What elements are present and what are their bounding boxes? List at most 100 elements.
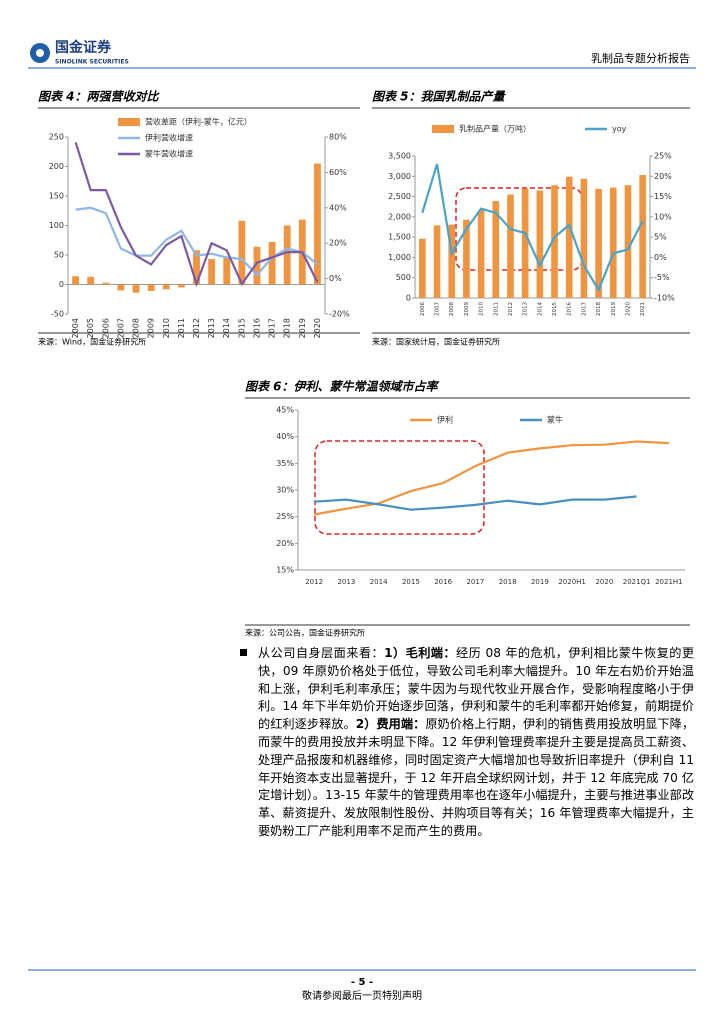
logo-text: 国金证券 (55, 39, 112, 56)
y-tick-label: 200 (49, 162, 64, 171)
logo-icon-inner (36, 49, 44, 57)
x-tick-label: 2009 (147, 318, 156, 338)
y-tick-label: 1,500 (388, 233, 411, 242)
y-tick-label: 3,500 (388, 152, 411, 161)
logo-subtext: SINOLINK SECURITIES (55, 59, 129, 66)
bar (102, 282, 110, 285)
y-tick-label: -50 (51, 310, 64, 319)
x-tick-label: 2019 (611, 302, 617, 316)
y2-tick-label: 60% (329, 168, 347, 177)
x-tick-label: 2017 (466, 578, 484, 586)
y-tick-label: 25% (276, 512, 294, 521)
x-tick-label: 2021Q1 (623, 578, 651, 586)
y-tick-label: 100 (49, 221, 64, 230)
y-tick-label: 1,000 (388, 253, 411, 262)
x-tick-label: 2014 (222, 318, 231, 338)
x-tick-label: 2009 (464, 302, 470, 316)
bar (551, 185, 558, 298)
y2-tick-label: 25% (654, 152, 672, 161)
x-tick-label: 2015 (552, 302, 558, 316)
x-tick-label: 2020 (625, 302, 631, 316)
y-tick-label: 20% (276, 539, 294, 548)
text-run: 经历 08 年的危机，伊利相比蒙牛恢复的更快，09 年原奶价格处于低位，导致公司… (258, 646, 695, 732)
y2-tick-label: -5% (654, 273, 670, 282)
y-tick-label: 40% (276, 432, 294, 441)
x-tick-label: 2017 (268, 318, 277, 338)
x-tick-label: 2020 (313, 318, 322, 338)
bar (177, 284, 185, 288)
bar (223, 257, 231, 285)
bar (463, 219, 470, 298)
figure-title: 图表 6：伊利、蒙牛常温领域市占率 (245, 380, 440, 394)
bar (433, 225, 441, 298)
y2-tick-label: 15% (654, 192, 672, 201)
x-tick-label: 2018 (283, 318, 292, 338)
x-tick-label: 2016 (434, 578, 452, 586)
x-tick-label: 2005 (86, 318, 95, 338)
x-tick-label: 2012 (305, 578, 323, 586)
x-tick-label: 2014 (537, 302, 543, 316)
y2-tick-label: 10% (654, 212, 672, 221)
legend-label: 蒙牛 (547, 415, 563, 425)
x-tick-label: 2016 (567, 302, 573, 316)
legend-swatch (118, 118, 140, 126)
y-tick-label: 500 (396, 273, 411, 282)
x-tick-label: 2007 (116, 318, 125, 338)
x-tick-label: 2006 (420, 302, 426, 316)
y-tick-label: 35% (276, 459, 294, 468)
x-tick-label: 2018 (596, 302, 602, 316)
source: 来源：国家统计局，国金证券研究所 (372, 337, 500, 347)
x-tick-label: 2010 (162, 318, 171, 338)
y-tick-label: 150 (49, 192, 64, 201)
bar (639, 175, 646, 298)
bar (283, 225, 291, 285)
y-tick-label: 50 (54, 251, 64, 260)
x-tick-label: 2021 (640, 302, 646, 316)
text-run: 原奶价格上行期，伊利的销售费用投放明显下降，而蒙牛的费用投放并未明显下降。12 … (258, 717, 695, 838)
series-line (314, 495, 637, 511)
bar (477, 210, 485, 298)
x-tick-label: 2011 (493, 302, 499, 316)
x-tick-label: 2021H1 (655, 578, 683, 586)
x-tick-label: 2020 (595, 578, 613, 586)
y-tick-label: 2,000 (388, 212, 411, 221)
y2-tick-label: 5% (654, 233, 667, 242)
legend-label: 乳制品产量（万吨） (459, 124, 531, 134)
x-tick-label: 2012 (192, 318, 201, 338)
legend-label: 伊利营收增速 (145, 133, 193, 143)
x-tick-label: 2019 (531, 578, 549, 586)
y-tick-label: 250 (49, 133, 64, 142)
x-tick-label: 2013 (337, 578, 355, 586)
y-tick-label: 45% (276, 406, 294, 415)
bar (147, 284, 155, 291)
y-tick-label: 0 (406, 294, 411, 303)
bar (193, 250, 200, 285)
x-tick-label: 2006 (101, 318, 110, 338)
x-tick-label: 2013 (207, 318, 216, 338)
y-tick-label: 2,500 (388, 192, 411, 201)
x-tick-label: 2007 (435, 302, 441, 316)
highlight-box (314, 440, 485, 535)
report-name: 乳制品专题分析报告 (591, 51, 690, 65)
bullet (240, 649, 247, 656)
bar (238, 220, 246, 285)
bar (87, 276, 95, 285)
bar (580, 178, 588, 298)
y2-tick-label: 40% (329, 203, 347, 212)
bar (536, 190, 544, 298)
y2-tick-label: 0% (654, 253, 667, 262)
y2-tick-label: -20% (329, 310, 350, 319)
legend-label: 营收差距（伊利-蒙牛，亿元） (145, 117, 252, 127)
x-tick-label: 2004 (71, 318, 80, 338)
x-tick-label: 2016 (252, 318, 261, 338)
y2-tick-label: 20% (329, 239, 347, 248)
y-tick-label: 15% (276, 566, 294, 575)
text-run: 从公司自身层面来看： (258, 646, 385, 660)
x-tick-label: 2008 (132, 318, 141, 338)
bar (117, 284, 125, 291)
legend-label: yoy (612, 125, 627, 134)
body-paragraph: 从公司自身层面来看：1）毛利端：经历 08 年的危机，伊利相比蒙牛恢复的更快，0… (258, 645, 694, 841)
bar (595, 188, 602, 298)
